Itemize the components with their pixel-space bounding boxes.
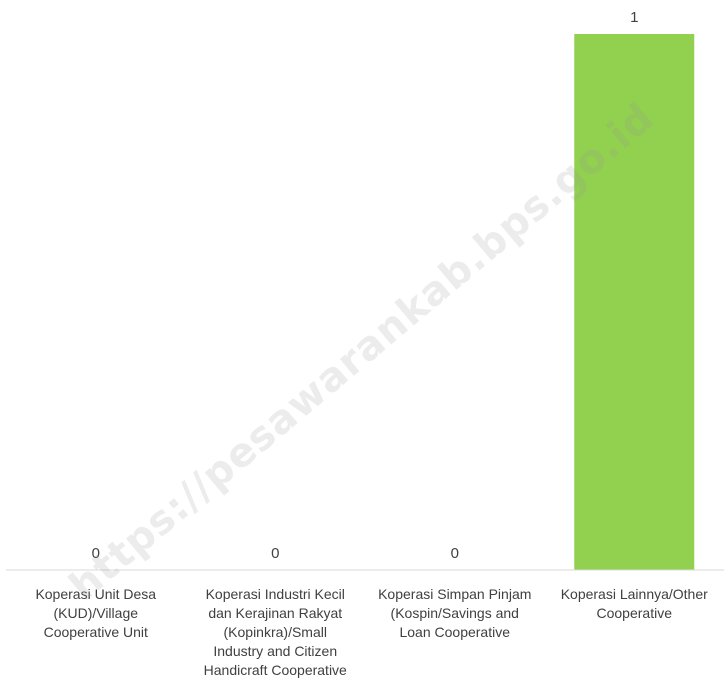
x-tick-label-4: Koperasi Lainnya/Other Cooperative (561, 586, 708, 621)
x-tick-label-line: dan Kerajinan Rakyat (208, 605, 342, 621)
bar-4 (574, 34, 695, 570)
x-tick-label-line: Koperasi Lainnya/Other (561, 586, 708, 602)
data-label-3: 0 (451, 545, 459, 562)
x-tick-label-line: Koperasi Unit Desa (35, 586, 156, 602)
data-label-2: 0 (271, 545, 279, 562)
x-tick-label-line: Koperasi Simpan Pinjam (378, 586, 531, 602)
x-tick-label-line: (Kopinkra)/Small (224, 624, 327, 640)
x-tick-label-3: Koperasi Simpan Pinjam (Kospin/Savings an… (378, 586, 531, 640)
data-label-4: 1 (630, 9, 638, 26)
data-label-1: 0 (92, 545, 100, 562)
x-tick-label-line: (KUD)/Village (53, 605, 138, 621)
x-tick-label-line: Handicraft Cooperative (204, 662, 347, 678)
x-tick-label-line: (Kospin/Savings and (391, 605, 519, 621)
x-tick-label-line: Koperasi Industri Kecil (206, 586, 345, 602)
x-tick-label-line: Loan Cooperative (399, 624, 510, 640)
x-tick-label-line: Cooperative Unit (44, 624, 148, 640)
x-tick-label-line: Industry and Citizen (213, 643, 337, 659)
x-tick-label-2: Koperasi Industri Kecil dan Kerajinan Rak… (204, 586, 347, 678)
x-tick-label-line: Cooperative (597, 605, 673, 621)
x-tick-label-1: Koperasi Unit Desa (KUD)/Village Cooperati… (35, 586, 156, 640)
